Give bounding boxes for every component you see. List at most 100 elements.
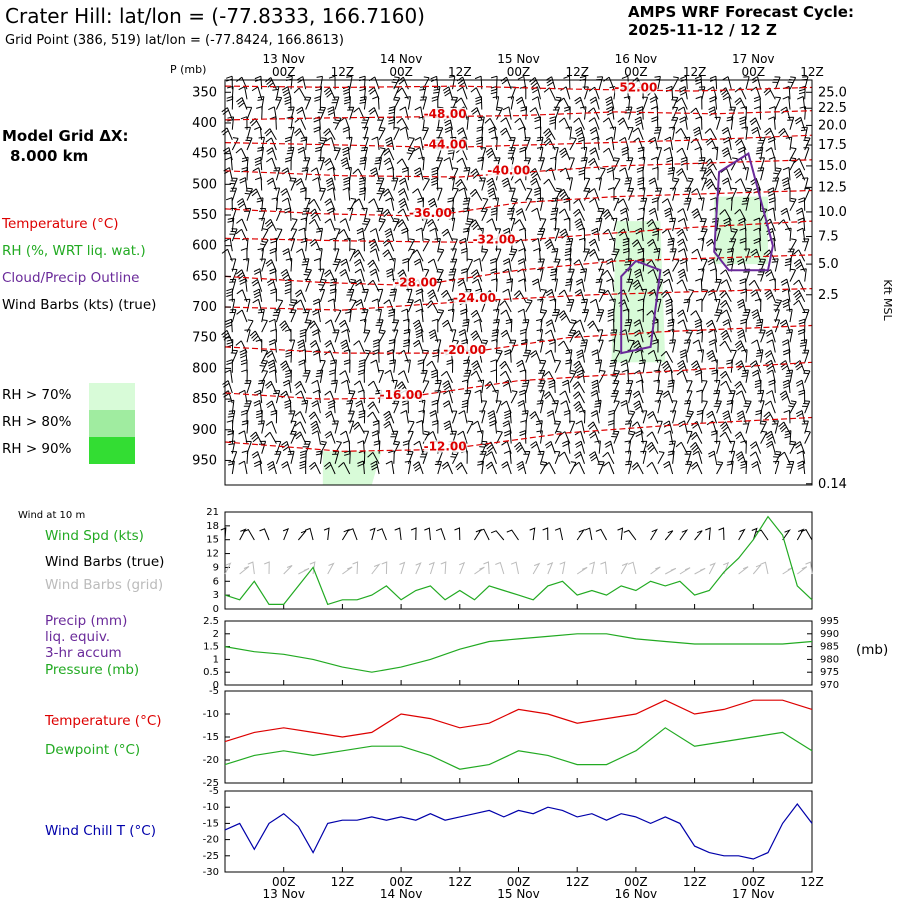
wind-barb xyxy=(431,399,439,414)
wind-barb xyxy=(559,390,571,404)
wind-barb xyxy=(397,208,409,221)
wind-barb-true xyxy=(220,527,227,541)
wind-barb xyxy=(481,248,489,262)
wind-barb xyxy=(697,237,705,252)
contour-label-bg xyxy=(473,233,516,246)
wind-barb xyxy=(269,247,277,262)
wind-barb xyxy=(251,278,263,292)
wind-barb xyxy=(431,318,439,333)
wind-barb xyxy=(479,440,488,454)
height-tick-label: 22.5 xyxy=(818,101,847,116)
date-label: 13 Nov xyxy=(262,52,305,66)
wind-barb xyxy=(404,460,412,475)
wind-barb xyxy=(340,157,351,171)
wind-barb xyxy=(436,309,445,323)
legend-precip: Precip (mm) xyxy=(45,613,128,629)
temperature-contour xyxy=(224,416,813,452)
wind-barb xyxy=(704,128,718,141)
wind-barb xyxy=(502,106,512,120)
wind-barb xyxy=(802,349,810,363)
wind-chill-line xyxy=(224,803,813,860)
wind-barb xyxy=(563,217,571,232)
rh-region xyxy=(611,221,666,363)
wind-barb xyxy=(764,289,776,302)
time-tick-label: 00Z xyxy=(272,875,296,889)
wind-barb xyxy=(719,340,732,353)
wind-barb xyxy=(312,389,321,404)
wind-barb xyxy=(309,340,321,353)
legend-cloud: Cloud/Precip Outline xyxy=(2,270,140,286)
wind-barb xyxy=(301,258,310,272)
wind-barb xyxy=(258,379,266,394)
temperature-contour-label: -16.00 xyxy=(380,388,423,402)
wind-barb xyxy=(385,136,395,151)
time-tick-label: 12Z xyxy=(800,65,824,79)
wind-barb xyxy=(346,75,353,90)
wind-barb xyxy=(378,127,386,141)
wind-barb xyxy=(768,106,776,120)
wind-barb xyxy=(270,409,278,424)
wind-barb xyxy=(754,379,762,394)
wind-barb xyxy=(667,237,675,252)
y-tick-label: -20 xyxy=(203,835,219,846)
wind-barb xyxy=(514,219,527,232)
wind-barb xyxy=(773,167,782,181)
wind-barb xyxy=(491,278,498,292)
wind-barb xyxy=(327,187,336,201)
wind-barb xyxy=(299,460,307,475)
wind-10m-title: Wind at 10 m xyxy=(18,510,86,521)
temperature-contour xyxy=(224,85,813,92)
wind-barb xyxy=(594,440,601,454)
wind-barb xyxy=(582,248,590,262)
wind-barb xyxy=(646,431,659,444)
wind-barb xyxy=(385,460,395,475)
wind-barb xyxy=(370,460,380,475)
wind-barb xyxy=(442,380,453,394)
wind-barb xyxy=(474,389,483,404)
contour-label-bg xyxy=(409,207,452,220)
wind-barb xyxy=(339,117,351,130)
wind-barb xyxy=(631,462,644,475)
wind-barb xyxy=(734,381,747,394)
wind-barb-true xyxy=(705,527,711,541)
wind-barb xyxy=(646,411,659,424)
wind-barb xyxy=(308,411,321,424)
legend-precip-accum: 3-hr accum xyxy=(45,645,122,661)
wind-barb xyxy=(318,278,327,292)
wind-barb xyxy=(300,217,308,232)
wind-barb xyxy=(490,85,498,100)
wind-barb xyxy=(412,319,424,333)
wind-barb xyxy=(297,339,307,353)
wind-barb xyxy=(573,360,585,373)
wind-barb xyxy=(701,289,709,303)
wind-barb xyxy=(536,400,544,414)
wind-barb xyxy=(346,289,355,302)
wind-barb xyxy=(794,441,806,454)
y-tick-label: 15 xyxy=(206,535,219,546)
wind-barb xyxy=(302,370,311,383)
wind-barb xyxy=(323,157,336,171)
pressure-tick-label: 950 xyxy=(192,453,217,468)
wind-barb xyxy=(333,116,342,130)
wind-barb xyxy=(573,198,585,211)
wind-barb xyxy=(683,339,691,353)
wind-barb xyxy=(249,330,263,343)
wind-barb xyxy=(265,259,277,272)
wind-barb xyxy=(236,198,248,211)
wind-barb xyxy=(425,300,439,313)
wind-barb xyxy=(627,127,634,140)
panel-frame xyxy=(224,620,813,686)
wind-barb xyxy=(516,460,527,475)
wind-barb xyxy=(726,116,734,130)
wind-barb xyxy=(708,339,718,353)
wind-barb xyxy=(764,350,776,363)
wind-barb xyxy=(552,106,560,120)
y-tick-label: 0 xyxy=(213,680,219,691)
wind-barb xyxy=(253,268,263,282)
wind-barb-grid xyxy=(474,566,485,575)
wind-barb xyxy=(652,227,660,242)
wind-barb xyxy=(324,340,336,353)
height-tick-label: 10.0 xyxy=(818,205,847,220)
wind-barb xyxy=(284,207,292,221)
wind-barb xyxy=(713,400,722,414)
